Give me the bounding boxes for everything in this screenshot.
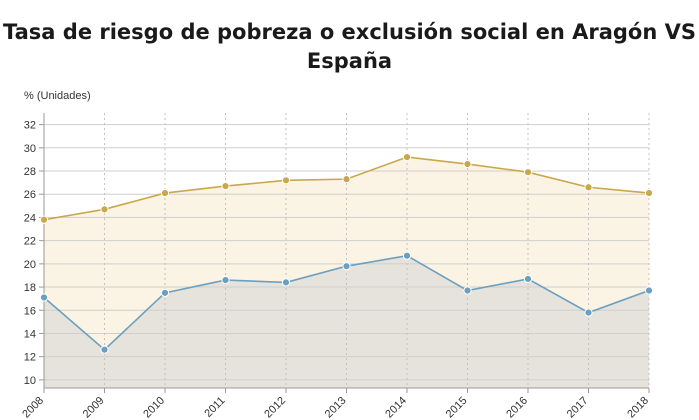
series-2-point-2012 [281, 278, 291, 287]
y-tick-label-18: 18 [24, 282, 36, 294]
y-tick-label-14: 14 [24, 328, 36, 340]
series-1-point-2017 [584, 183, 593, 192]
x-tick-label-2010: 2010 [141, 395, 167, 420]
series-2-point-2015 [463, 286, 472, 295]
y-tick-label-10: 10 [24, 375, 36, 387]
series-2-point-2018 [644, 286, 654, 295]
series-2-point-2009 [100, 345, 109, 354]
x-tick-label-2014: 2014 [383, 395, 409, 420]
y-tick-label-12: 12 [24, 352, 36, 364]
y-tick-label-24: 24 [24, 212, 36, 224]
y-tick-label-20: 20 [24, 259, 36, 271]
x-tick-label-2015: 2015 [444, 395, 470, 420]
series-2-point-2014 [402, 251, 412, 260]
x-tick-label-2013: 2013 [323, 395, 349, 420]
series-2-point-2011 [221, 275, 230, 285]
x-tick-label-2016: 2016 [504, 395, 530, 420]
series-1-point-2018 [644, 188, 654, 198]
y-tick-label-28: 28 [24, 166, 36, 178]
series-1-point-2009 [100, 205, 109, 214]
series-2-point-2017 [584, 308, 593, 317]
series-2-point-2013 [342, 262, 351, 271]
series-1-point-2011 [221, 182, 230, 191]
series-1-point-2012 [281, 176, 291, 185]
x-tick-label-2012: 2012 [262, 395, 288, 420]
series-2-point-2008 [39, 293, 49, 302]
x-tick-label-2018: 2018 [625, 395, 651, 420]
series-1-point-2010 [160, 188, 170, 198]
chart-title-line-2: España [306, 49, 393, 73]
x-tick-label-2008: 2008 [20, 395, 46, 420]
x-tick-label-2009: 2009 [81, 395, 107, 420]
series-1-point-2015 [463, 159, 472, 169]
x-tick-label-2017: 2017 [565, 395, 591, 420]
y-tick-label-16: 16 [24, 305, 36, 317]
y-tick-label-30: 30 [24, 143, 36, 155]
series-2-area [44, 255, 649, 388]
series-2-point-2016 [523, 274, 533, 284]
chart-title-line-1: Tasa de riesgo de pobreza o exclusión so… [3, 20, 696, 44]
y-axis-label: % (Unidades) [24, 90, 91, 102]
series-1-point-2016 [523, 168, 533, 177]
y-tick-label-26: 26 [24, 189, 36, 201]
series-2-point-2010 [160, 288, 170, 297]
series-1-point-2014 [402, 152, 412, 162]
chart-title: Tasa de riesgo de pobreza o exclusión so… [0, 18, 699, 76]
y-tick-label-32: 32 [24, 120, 36, 132]
series-1-point-2013 [342, 175, 351, 184]
y-tick-label-22: 22 [24, 236, 36, 248]
x-tick-label-2011: 2011 [202, 395, 227, 420]
series-1-point-2008 [39, 215, 49, 224]
